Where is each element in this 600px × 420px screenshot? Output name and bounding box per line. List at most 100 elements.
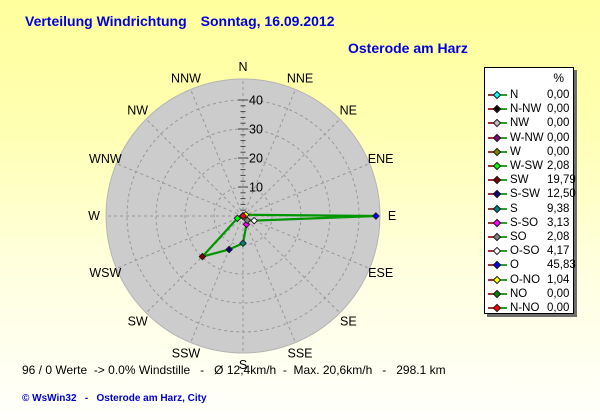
legend-percent-value: 0,00: [547, 103, 570, 116]
data-point-S-SW: [225, 245, 233, 254]
compass-label-ESE: ESE: [368, 266, 393, 280]
axis-tick-label-30: 30: [249, 123, 263, 137]
grid-spoke-SSE: [242, 215, 296, 343]
axis-tick-label-20: 20: [249, 152, 263, 166]
legend-percent-value: 2,08: [547, 230, 570, 243]
legend-marker-icon: [488, 190, 507, 199]
legend-marker-icon: [488, 303, 507, 313]
legend-direction-label: O-NO: [510, 273, 541, 286]
grid-spoke-SSW: [190, 215, 244, 343]
grid-spoke-NNE: [242, 89, 296, 217]
legend-marker-icon: [488, 232, 507, 242]
data-point-SO: [243, 216, 252, 225]
legend-direction-label: SO: [510, 230, 527, 243]
grid-spoke-ESE: [242, 215, 370, 269]
data-point-W-SW: [233, 214, 242, 223]
legend-row-S: S 9,38: [485, 202, 573, 216]
legend-direction-label: N: [510, 89, 519, 102]
legend-percent-value: 9,38: [547, 202, 570, 215]
grid-spoke-WSW: [116, 215, 244, 269]
legend-percent-value: 19,79: [547, 174, 576, 187]
legend-percent-value: 2,08: [547, 160, 570, 173]
legend-row-NO: NO 0,00: [485, 287, 573, 301]
grid-spoke-ENE: [242, 163, 370, 217]
data-point-S: [239, 239, 247, 248]
chart-title: Verteilung Windrichtung Sonntag, 16.09.20…: [25, 13, 335, 29]
legend-row-W-NW: W-NW 0,00: [485, 131, 573, 145]
compass-label-WNW: WNW: [89, 152, 122, 166]
legend-direction-label: SW: [510, 174, 529, 187]
legend-marker-icon: [488, 204, 507, 213]
legend-row-N: N 0,00: [485, 88, 573, 102]
legend-direction-label: W: [510, 145, 521, 158]
compass-label-NNW: NNW: [171, 71, 201, 85]
legend-box: % N 0,00 N-NW 0,00 NW 0,00 W-NW 0,00 W 0,00 W-SW 2,…: [484, 67, 576, 314]
legend-percent-value: 0,00: [547, 145, 570, 158]
chart-title-date: Sonntag, 16.09.2012: [200, 13, 335, 29]
legend-percent-value: 4,17: [547, 245, 570, 258]
grid-spoke-NNW: [190, 89, 244, 217]
compass-label-SE: SE: [340, 314, 357, 328]
compass-label-NNE: NNE: [287, 71, 313, 85]
legend-marker-icon: [488, 90, 507, 100]
legend-percent-value: 0,00: [547, 301, 570, 314]
legend-percent-value: 0,00: [547, 287, 570, 300]
legend-marker-icon: [488, 133, 507, 142]
chart-title-text: Verteilung Windrichtung: [25, 13, 187, 29]
legend-row-W: W 0,00: [485, 145, 573, 159]
grid-spoke-SE: [242, 215, 341, 314]
legend-percent-value: 12,50: [547, 188, 576, 201]
legend-direction-label: N-NW: [510, 103, 542, 116]
compass-label-S: S: [239, 358, 247, 372]
compass-label-E: E: [388, 209, 396, 223]
compass-label-N: N: [238, 60, 247, 74]
grid-spoke-SW: [145, 215, 244, 314]
compass-label-W: W: [88, 209, 100, 223]
legend-direction-label: S-SW: [510, 188, 541, 201]
compass-label-SSE: SSE: [288, 347, 313, 361]
data-point-O-SO: [250, 216, 259, 225]
legend-marker-icon: [488, 261, 507, 270]
compass-label-NE: NE: [340, 104, 357, 118]
compass-label-WSW: WSW: [89, 266, 121, 280]
legend-row-O: O 45,83: [485, 258, 576, 272]
compass-label-NW: NW: [127, 104, 148, 118]
legend-marker-icon: [488, 105, 507, 114]
legend-percent-value: 3,13: [547, 216, 570, 229]
legend-row-O-SO: O-SO 4,17: [485, 244, 573, 258]
legend-direction-label: W-NW: [510, 131, 544, 144]
copyright-footer: © WsWin32 - Osterode am Harz, City: [22, 393, 207, 404]
legend-marker-icon: [488, 175, 507, 185]
legend-row-SW: SW 19,79: [485, 173, 576, 187]
legend-direction-label: O: [510, 259, 519, 272]
compass-label-SW: SW: [128, 314, 148, 328]
legend-row-S-SO: S-SO 3,13: [485, 216, 573, 230]
axis-tick-label-10: 10: [249, 181, 263, 195]
legend-marker-icon: [488, 161, 507, 171]
legend-marker-icon: [488, 275, 507, 284]
legend-row-O-NO: O-NO 1,04: [485, 272, 573, 286]
legend-row-S-SW: S-SW 12,50: [485, 187, 576, 201]
legend-direction-label: O-SO: [510, 245, 540, 258]
legend-row-N-NW: N-NW 0,00: [485, 102, 573, 116]
legend-direction-label: S: [510, 202, 518, 215]
status-line: 96 / 0 Werte -> 0.0% Windstille - Ø 12,4…: [22, 363, 446, 377]
legend-row-W-SW: W-SW 2,08: [485, 159, 573, 173]
compass-label-SSW: SSW: [172, 347, 201, 361]
legend-marker-icon: [488, 147, 507, 157]
data-point-N-NO: [239, 212, 247, 220]
legend-direction-label: W-SW: [510, 160, 544, 173]
legend-direction-label: NW: [510, 117, 530, 130]
data-point-S-SO: [242, 220, 251, 229]
data-point-SW: [198, 252, 207, 261]
legend-percent-value: 1,04: [547, 273, 570, 286]
compass-label-ENE: ENE: [368, 152, 394, 166]
legend-marker-icon: [488, 119, 507, 128]
legend-marker-icon: [488, 218, 507, 228]
grid-spoke-NW: [145, 118, 244, 217]
legend-unit-header: %: [553, 71, 564, 85]
legend-percent-value: 0,00: [547, 131, 570, 144]
grid-spoke-NE: [242, 118, 341, 217]
legend-percent-value: 45,83: [547, 259, 576, 272]
